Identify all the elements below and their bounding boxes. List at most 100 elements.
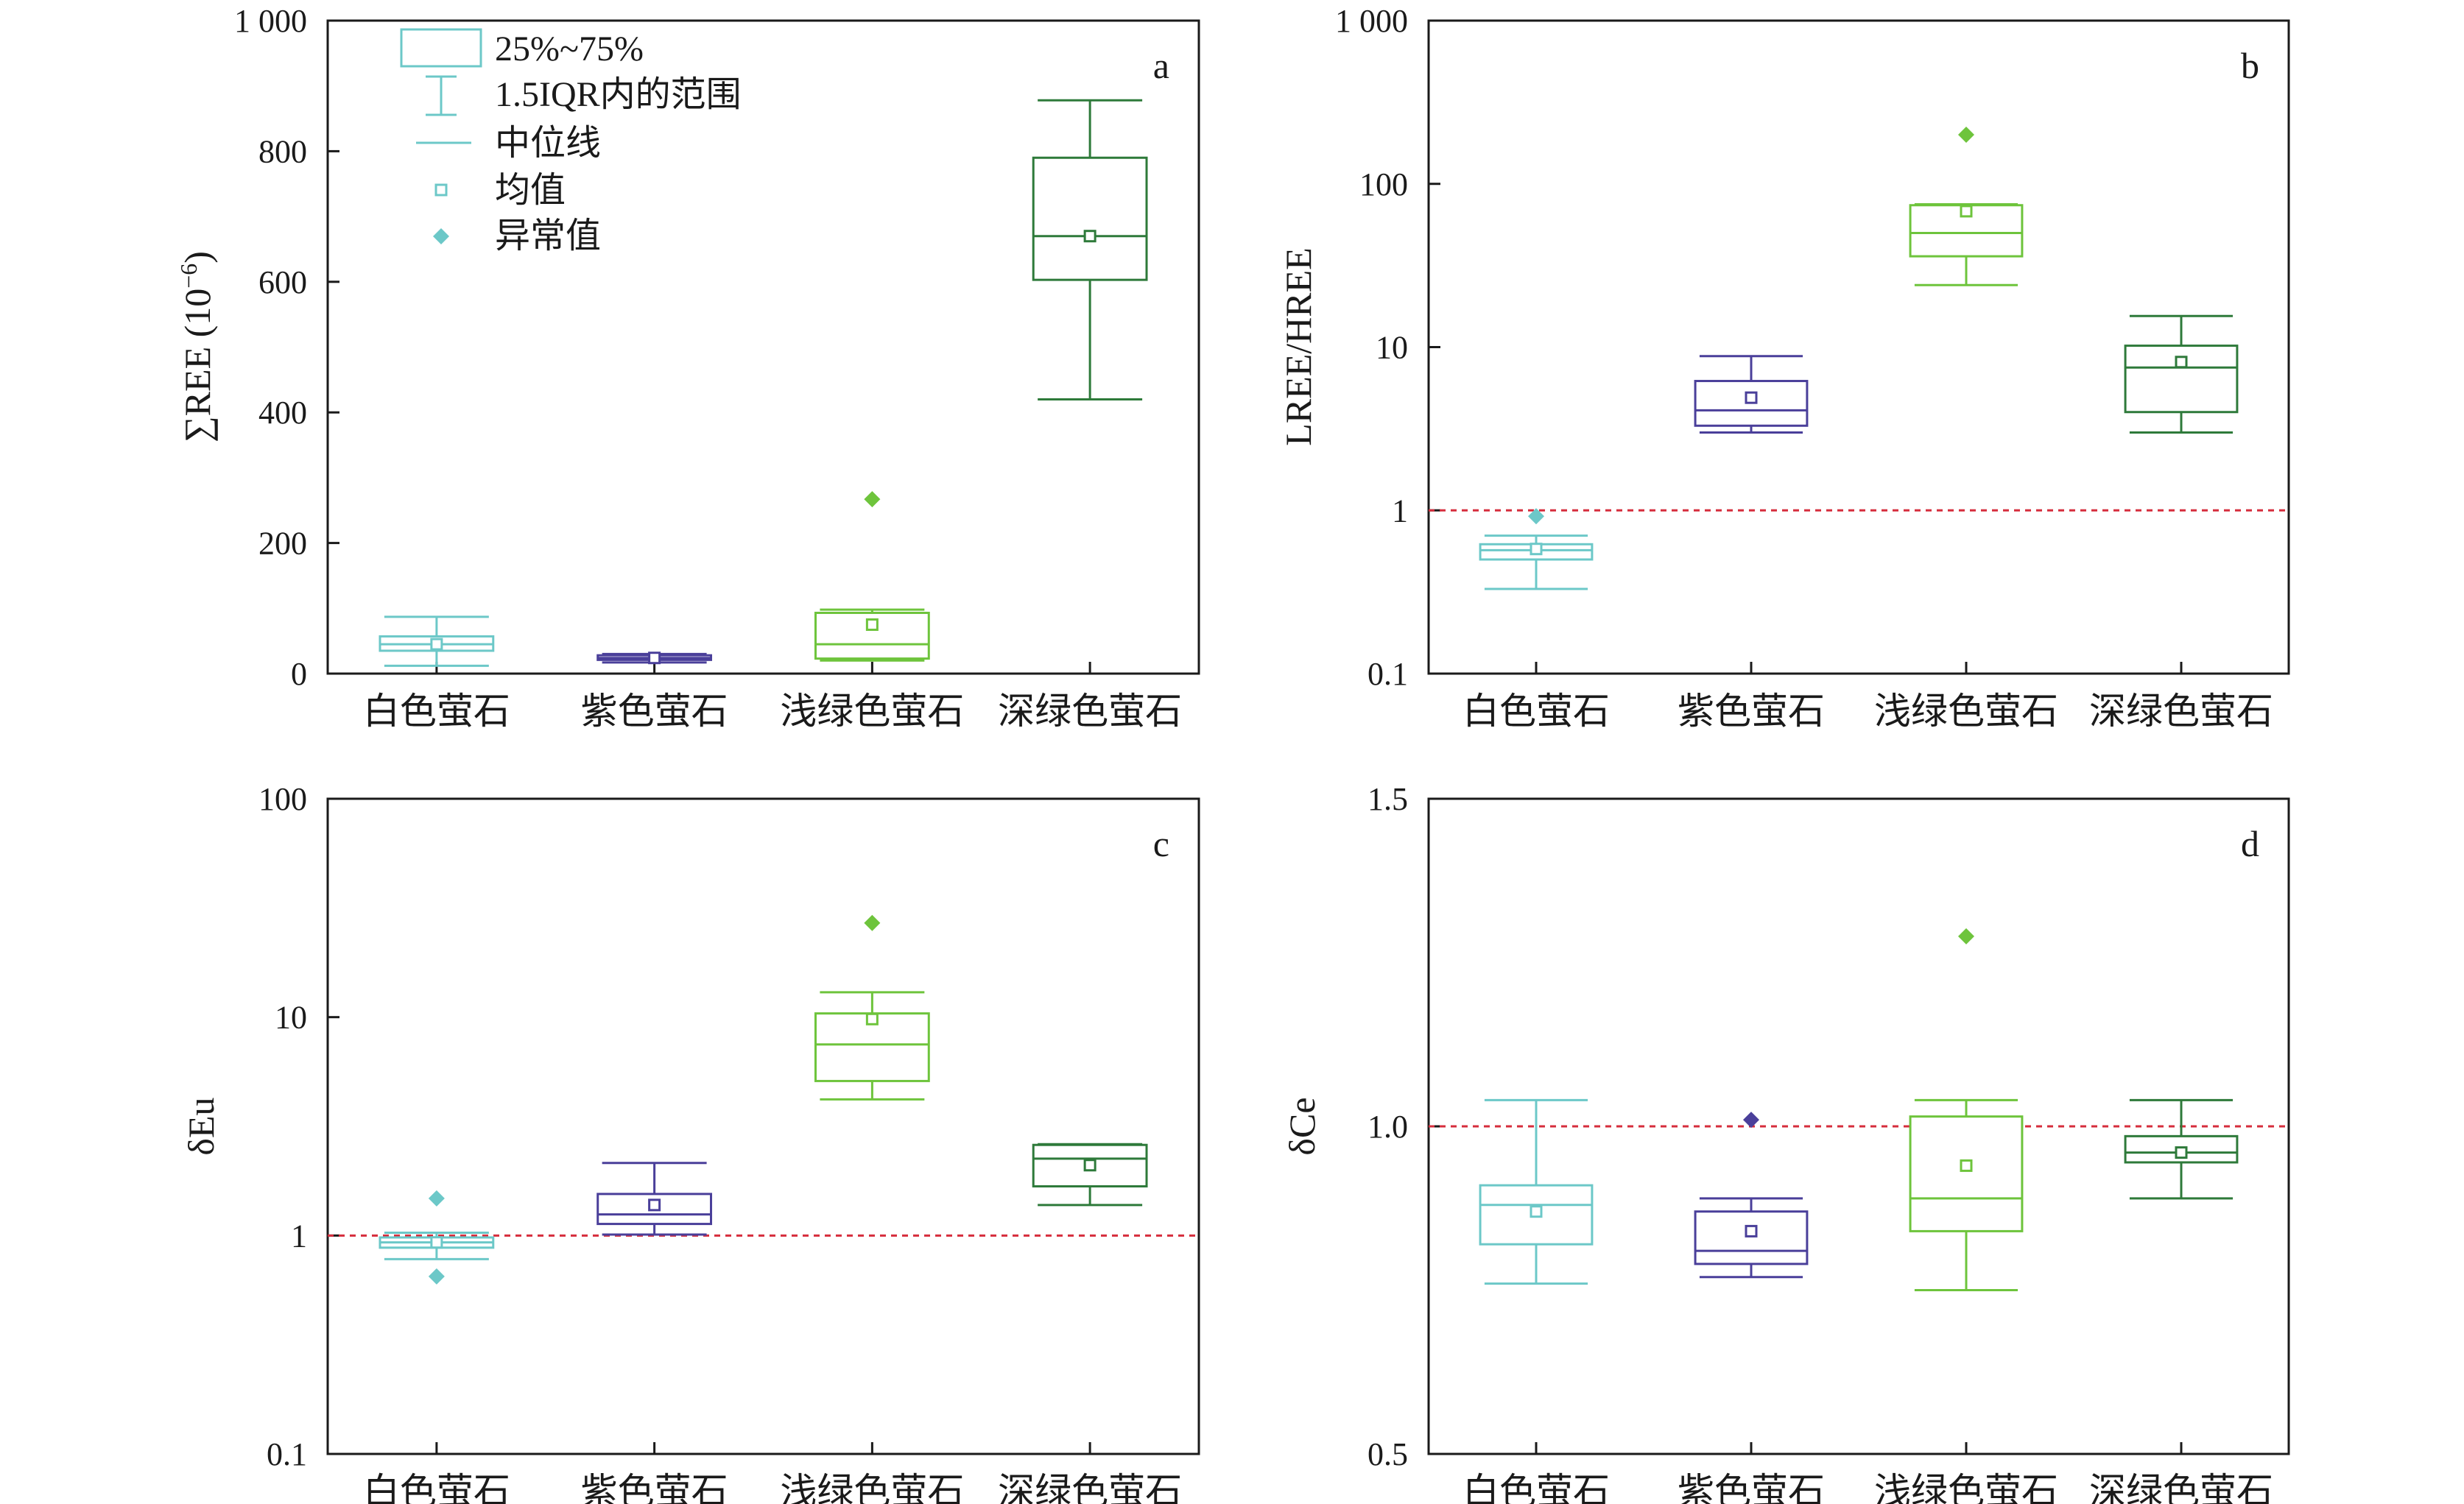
y-tick-label: 100 [1359, 166, 1408, 202]
box-white [1479, 508, 1594, 590]
x-category-label: 深绿色萤石 [998, 691, 1182, 732]
mean-marker [1745, 1224, 1758, 1238]
panel-b: 0.1 1 10 100 1 000 白色萤石 紫色萤石 浅绿色萤石 深绿色萤石 LREE/HRE… [1278, 3, 2290, 732]
iqr-box [2124, 345, 2239, 414]
box-purple [596, 1162, 713, 1236]
y-tick-label: 1 000 [234, 3, 307, 39]
box-darkgreen [2124, 314, 2239, 434]
x-category-label: 深绿色萤石 [998, 1471, 1182, 1504]
legend-mean-swatch [434, 183, 448, 197]
iqr-box [1694, 1210, 1809, 1265]
legend-box-label: 25%~75% [495, 29, 644, 68]
x-category-label: 紫色萤石 [581, 1471, 728, 1504]
y-tick-label: 1 000 [1335, 3, 1408, 39]
mean-marker [648, 1198, 661, 1212]
plot-frame [326, 797, 1200, 1455]
x-category-label: 深绿色萤石 [2089, 1471, 2273, 1504]
mean-marker [1745, 391, 1758, 404]
legend-median-label: 中位线 [495, 124, 601, 163]
y-tick-label: 800 [258, 133, 307, 169]
y-tick-label: 1.0 [1367, 1109, 1408, 1145]
mean-marker [430, 1236, 443, 1249]
mean-marker [1960, 1159, 1973, 1172]
panel-letter: a [1153, 45, 1169, 86]
panel-d: 0.5 1.0 1.5 白色萤石 紫色萤石 浅绿色萤石 深绿色萤石 δCe d [1281, 781, 2290, 1504]
y-tick-label: 10 [275, 1000, 307, 1036]
x-category-label: 浅绿色萤石 [780, 1471, 964, 1504]
panel-a: 0 200 400 600 800 1 000 白色萤石 紫色萤石 浅绿色萤石 深绿色萤石 ∑REE… [175, 3, 1200, 732]
y-tick-label: 1 [1392, 492, 1408, 529]
mean-marker [430, 638, 443, 651]
x-category-label: 浅绿色萤石 [1874, 1471, 2058, 1504]
legend-box-swatch [400, 28, 482, 68]
box-lightgreen [814, 491, 930, 662]
x-category-label: 白色萤石 [363, 1471, 510, 1504]
y-tick-label: 0.1 [1367, 656, 1408, 692]
outlier-marker [1743, 1112, 1759, 1129]
box-white [379, 615, 495, 667]
box-purple [1694, 1112, 1809, 1279]
panel-c: 0.1 1 10 100 白色萤石 紫色萤石 浅绿色萤石 深绿色萤石 δEu c [180, 781, 1200, 1504]
mean-marker [1083, 1159, 1097, 1172]
outlier-marker [428, 1190, 445, 1207]
y-tick-label: 0 [291, 656, 307, 692]
y-tick-label: 100 [258, 781, 307, 817]
box-lightgreen [814, 914, 930, 1101]
y-tick-label: 0.1 [267, 1436, 307, 1472]
y-axis-title: δEu [180, 1097, 222, 1155]
legend-whisker-label: 1.5IQR内的范围 [495, 75, 742, 114]
y-tick-label: 600 [258, 264, 307, 300]
x-category-label: 白色萤石 [1462, 1471, 1610, 1504]
mean-marker [865, 1012, 879, 1025]
iqr-box [1909, 1115, 2024, 1232]
y-axis-title-main: δCe [1281, 1097, 1323, 1155]
y-axis-title-tail: ) [177, 251, 218, 264]
x-category-label: 浅绿色萤石 [1874, 691, 2058, 732]
box-purple [1694, 355, 1809, 434]
box-white [379, 1190, 495, 1285]
y-tick-label: 0.5 [1367, 1436, 1408, 1472]
box-lightgreen [1909, 126, 2024, 286]
mean-marker [865, 618, 879, 631]
mean-marker [648, 652, 661, 665]
panel-letter: c [1153, 823, 1169, 864]
outlier-marker [1528, 508, 1544, 525]
iqr-box [1032, 156, 1148, 281]
mean-marker [1083, 230, 1097, 243]
mean-marker [1960, 205, 1973, 218]
y-axis-title: ∑REE (10−6) [175, 251, 218, 442]
x-category-label: 浅绿色萤石 [780, 691, 964, 732]
x-category-label: 深绿色萤石 [2089, 691, 2273, 732]
y-tick-label: 1.5 [1367, 781, 1408, 817]
outlier-marker [428, 1268, 445, 1285]
box-darkgreen [1032, 99, 1148, 400]
legend-outlier-swatch [433, 228, 449, 244]
legend-mean-label: 均值 [495, 171, 566, 210]
mean-marker [2175, 356, 2188, 369]
box-lightgreen [1909, 928, 2024, 1291]
x-category-label: 紫色萤石 [1678, 691, 1825, 732]
y-axis-title-main: ∑REE (10 [177, 289, 218, 442]
mean-marker [1530, 543, 1543, 556]
outlier-marker [1958, 928, 1974, 945]
y-axis-title-superscript: −6 [175, 264, 202, 289]
x-category-label: 白色萤石 [1462, 691, 1610, 732]
panel-letter: b [2241, 45, 2259, 86]
y-tick-label: 400 [258, 395, 307, 431]
box-darkgreen [2124, 1098, 2239, 1200]
box-purple [596, 652, 713, 665]
y-tick-label: 200 [258, 526, 307, 562]
x-category-label: 白色萤石 [363, 691, 510, 732]
y-tick-label: 10 [1376, 330, 1408, 366]
outlier-marker [864, 914, 881, 931]
outlier-marker [864, 491, 881, 508]
box-darkgreen [1032, 1143, 1148, 1207]
x-category-label: 紫色萤石 [581, 691, 728, 732]
mean-marker [2175, 1146, 2188, 1159]
y-axis-title-main: LREE/HREE [1278, 247, 1319, 445]
mean-marker [1530, 1205, 1543, 1218]
plot-frame [326, 19, 1200, 675]
box-white [1479, 1098, 1594, 1285]
